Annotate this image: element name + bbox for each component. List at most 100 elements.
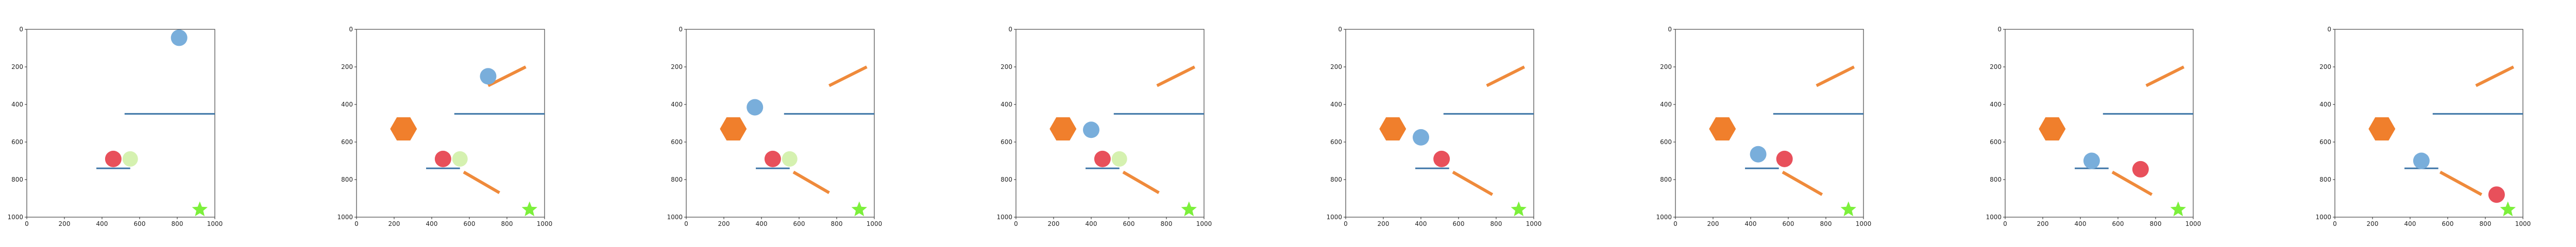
- orange-hexagon: [1049, 117, 1077, 140]
- y-tick-label: 200: [1990, 63, 2002, 70]
- x-tick-label: 800: [172, 220, 183, 227]
- y-tick-label: 0: [679, 26, 683, 33]
- plot-frame: [1675, 29, 1864, 218]
- frame-plot: 0 0 200 200 400 400 600 600 800 800 1000 1000: [667, 26, 882, 227]
- x-tick-label: 400: [96, 220, 108, 227]
- red-circle: [1094, 150, 1111, 167]
- y-tick-label: 0: [2327, 26, 2331, 33]
- plot-frame: [2334, 29, 2523, 218]
- x-tick-label: 1000: [1526, 220, 1542, 227]
- blue-circle: [2083, 152, 2100, 169]
- y-tick-label: 1000: [1656, 214, 1672, 221]
- x-tick-label: 600: [464, 220, 476, 227]
- red-circle: [1776, 150, 1793, 167]
- x-tick-label: 400: [2404, 220, 2416, 227]
- x-tick-label: 400: [426, 220, 438, 227]
- y-tick-label: 800: [2319, 176, 2331, 183]
- orange-hexagon: [1379, 117, 1406, 140]
- y-tick-label: 800: [1990, 176, 2002, 183]
- frame-3: 0 0 200 200 400 400 600 600 800 800 1000 1000: [659, 0, 989, 247]
- x-tick-label: 800: [1820, 220, 1832, 227]
- orange-hexagon: [2039, 117, 2066, 140]
- pale-green-circle: [1111, 151, 1127, 167]
- blue-circle: [1750, 146, 1767, 163]
- orange-stick: [792, 170, 830, 195]
- orange-hexagon: [390, 117, 417, 140]
- orange-stick: [1156, 65, 1196, 87]
- y-tick-label: 200: [1660, 63, 1672, 70]
- x-tick-label: 600: [1123, 220, 1135, 227]
- pale-green-circle: [452, 151, 468, 167]
- frame-8: 0 0 200 200 400 400 600 600 800 800 1000 1000: [2308, 0, 2576, 247]
- x-tick-label: 800: [1161, 220, 1173, 227]
- y-tick-label: 600: [671, 138, 683, 146]
- x-tick-label: 200: [59, 220, 71, 227]
- plot-frame: [2005, 29, 2194, 218]
- y-tick-label: 400: [1001, 101, 1012, 108]
- x-tick-label: 600: [1783, 220, 1794, 227]
- x-tick-label: 0: [354, 220, 359, 227]
- x-tick-label: 0: [2003, 220, 2007, 227]
- x-tick-label: 200: [1378, 220, 1389, 227]
- orange-stick: [1122, 170, 1160, 195]
- green-star: [2170, 201, 2186, 217]
- x-tick-label: 400: [1415, 220, 1427, 227]
- green-star: [1181, 201, 1197, 217]
- x-tick-label: 1000: [1196, 220, 1212, 227]
- orange-stick: [1452, 170, 1494, 196]
- plot-frame: [1345, 29, 1534, 218]
- red-circle: [1433, 150, 1450, 167]
- y-tick-label: 0: [1997, 26, 2002, 33]
- pale-green-circle: [122, 151, 138, 167]
- x-tick-label: 200: [2037, 220, 2049, 227]
- plot-frame: [686, 29, 875, 218]
- frame-6: 0 0 200 200 400 400 600 600 800 800 1000 1000: [1649, 0, 1978, 247]
- y-tick-label: 400: [11, 101, 23, 108]
- y-tick-label: 200: [1001, 63, 1012, 70]
- orange-hexagon: [1709, 117, 1736, 140]
- y-tick-label: 600: [1660, 138, 1672, 146]
- green-star: [1840, 201, 1856, 217]
- y-tick-label: 600: [11, 138, 23, 146]
- red-circle: [2132, 161, 2149, 178]
- green-star: [1511, 201, 1527, 217]
- x-tick-label: 400: [2075, 220, 2087, 227]
- y-tick-label: 800: [1001, 176, 1012, 183]
- x-tick-label: 1000: [537, 220, 553, 227]
- y-tick-label: 400: [1330, 101, 1342, 108]
- y-tick-label: 1000: [996, 214, 1012, 221]
- blue-circle: [1083, 121, 1099, 138]
- orange-stick: [1782, 170, 1823, 196]
- x-tick-label: 0: [2333, 220, 2337, 227]
- orange-stick: [487, 65, 527, 87]
- frame-2: 0 0 200 200 400 400 600 600 800 800 1000 1000: [330, 0, 659, 247]
- x-tick-label: 600: [793, 220, 805, 227]
- x-tick-label: 0: [1344, 220, 1348, 227]
- frame-7: 0 0 200 200 400 400 600 600 800 800 1000 1000: [1978, 0, 2308, 247]
- x-tick-label: 0: [1014, 220, 1018, 227]
- y-tick-label: 200: [1330, 63, 1342, 70]
- frame-plot: 0 0 200 200 400 400 600 600 800 800 1000 1000: [7, 26, 223, 227]
- y-tick-label: 200: [341, 63, 353, 70]
- frame-plot: 0 0 200 200 400 400 600 600 800 800 1000 1000: [996, 26, 1212, 227]
- red-circle: [2488, 186, 2505, 203]
- x-tick-label: 600: [2112, 220, 2124, 227]
- x-tick-label: 800: [501, 220, 513, 227]
- frame-plot: 0 0 200 200 400 400 600 600 800 800 1000 1000: [1986, 26, 2201, 227]
- orange-hexagon: [2368, 117, 2396, 140]
- y-tick-label: 400: [341, 101, 353, 108]
- green-star: [521, 201, 537, 217]
- y-tick-label: 400: [2319, 101, 2331, 108]
- y-tick-label: 600: [1990, 138, 2002, 146]
- orange-stick: [828, 65, 868, 87]
- y-tick-label: 0: [1008, 26, 1012, 33]
- x-tick-label: 200: [388, 220, 400, 227]
- blue-circle: [2413, 152, 2430, 169]
- y-tick-label: 800: [11, 176, 23, 183]
- x-tick-label: 1000: [2185, 220, 2201, 227]
- pale-green-circle: [782, 151, 798, 167]
- frame-5: 0 0 200 200 400 400 600 600 800 800 1000 1000: [1319, 0, 1649, 247]
- x-tick-label: 200: [1048, 220, 1060, 227]
- frame-plot: 0 0 200 200 400 400 600 600 800 800 1000 1000: [337, 26, 553, 227]
- x-tick-label: 800: [831, 220, 843, 227]
